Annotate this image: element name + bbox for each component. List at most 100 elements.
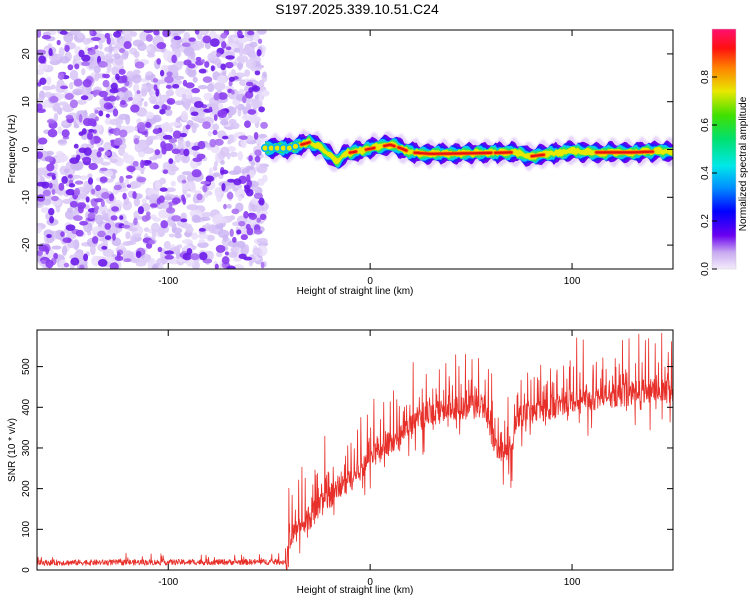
noise-blob — [149, 99, 157, 105]
noise-blob — [37, 185, 43, 196]
noise-blob — [59, 56, 70, 64]
noise-blob — [46, 119, 56, 124]
noise-blob — [106, 36, 111, 45]
noise-blob — [137, 42, 147, 52]
noise-blob — [151, 230, 157, 240]
noise-blob — [180, 110, 189, 122]
snr-y-ticks: 0 100 200 300 400 500 — [21, 358, 673, 573]
noise-blob — [118, 129, 128, 138]
noise-blob — [245, 59, 257, 69]
noise-blob — [76, 99, 87, 105]
noise-blob — [156, 58, 162, 65]
noise-blob — [110, 82, 118, 90]
noise-blob — [251, 197, 259, 205]
noise-blob — [146, 45, 152, 52]
noise-blob — [108, 43, 113, 54]
noise-blob — [89, 30, 93, 35]
noise-blob — [182, 239, 193, 245]
noise-blob — [73, 251, 84, 258]
noise-blob — [136, 176, 147, 183]
noise-blob — [162, 161, 172, 172]
noise-blob — [113, 31, 122, 38]
noise-blob — [185, 226, 194, 234]
y-tick-label: 300 — [21, 439, 32, 456]
noise-blob — [81, 54, 91, 62]
noise-blob — [96, 33, 107, 44]
snr-frame — [36, 329, 674, 571]
noise-blob — [233, 123, 239, 129]
noise-blob — [44, 156, 54, 162]
noise-blob — [227, 134, 235, 144]
noise-blob — [133, 233, 142, 238]
noise-blob — [244, 91, 254, 99]
y-tick-label: -20 — [21, 237, 32, 252]
noise-blob — [196, 153, 206, 160]
noise-blob — [107, 95, 117, 102]
noise-blob — [104, 150, 111, 157]
noise-blob — [123, 41, 132, 50]
noise-blob — [81, 68, 86, 76]
noise-blob — [126, 184, 132, 188]
noise-blob — [195, 56, 202, 61]
noise-blob — [240, 234, 248, 241]
noise-blob — [183, 46, 195, 57]
noise-blob — [228, 80, 233, 87]
noise-blob — [37, 194, 46, 202]
noise-blob — [109, 262, 119, 269]
noise-blob — [94, 116, 99, 122]
noise-blob — [112, 127, 121, 136]
snr-x-ticks: -100 0 100 — [158, 330, 581, 588]
noise-blob — [156, 197, 162, 205]
noise-blob — [183, 31, 190, 41]
noise-blob — [108, 193, 115, 202]
noise-blob — [201, 59, 205, 64]
noise-blob — [159, 187, 168, 192]
noise-blob — [150, 222, 160, 233]
noise-blob — [148, 156, 158, 161]
noise-blob — [217, 109, 228, 119]
noise-blob — [143, 101, 148, 107]
noise-blob — [224, 251, 229, 256]
noise-blob — [191, 145, 200, 151]
noise-blob — [231, 89, 235, 95]
noise-blob — [104, 235, 112, 241]
noise-blob — [163, 143, 174, 152]
noise-blob — [209, 138, 217, 148]
noise-blob — [76, 32, 84, 39]
snr-x-axis-label: Height of straight line (km) — [297, 585, 414, 596]
noise-blob — [69, 200, 78, 208]
noise-blob — [109, 158, 118, 164]
noise-blob — [53, 112, 59, 122]
noise-blob — [262, 174, 268, 183]
noise-blob — [166, 71, 173, 77]
noise-blob — [130, 180, 142, 189]
noise-blob — [41, 34, 52, 40]
noise-blob — [87, 50, 96, 55]
noise-blob — [243, 69, 251, 77]
noise-blob — [144, 214, 151, 221]
noise-blob — [142, 147, 155, 154]
noise-blob — [63, 32, 74, 43]
noise-blob — [227, 240, 240, 248]
noise-blob — [93, 91, 97, 98]
noise-blob — [232, 236, 237, 243]
noise-blob — [169, 122, 181, 127]
noise-blob — [185, 193, 191, 198]
noise-blob — [159, 108, 166, 115]
noise-blob — [163, 240, 171, 250]
noise-blob — [133, 51, 140, 58]
noise-blob — [174, 48, 182, 58]
noise-blob — [73, 215, 83, 221]
signal-blob-core — [280, 145, 286, 151]
noise-blob — [229, 151, 238, 158]
noise-blob — [78, 114, 83, 123]
noise-blob — [125, 174, 133, 179]
noise-blob — [164, 109, 173, 117]
noise-blob — [200, 216, 211, 221]
noise-blob — [105, 53, 114, 58]
noise-blob — [118, 113, 130, 120]
noise-blob — [208, 106, 213, 112]
noise-blob — [256, 30, 267, 35]
noise-blob — [198, 228, 206, 232]
noise-blob — [130, 104, 140, 113]
